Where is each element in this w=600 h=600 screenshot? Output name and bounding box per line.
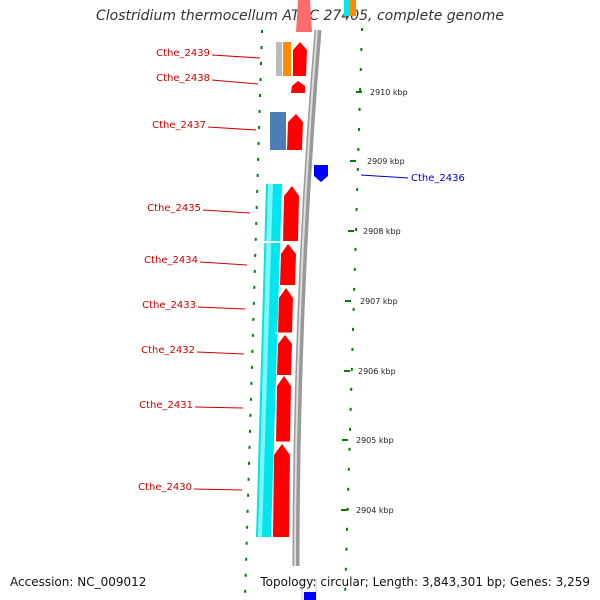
tick-label-2910: 2910 kbp	[370, 88, 408, 97]
cds-2430[interactable]	[273, 444, 290, 537]
gene-label-cthe-2431[interactable]: Cthe_2431	[139, 400, 193, 411]
cds-2437[interactable]	[287, 114, 303, 150]
tick-marks	[341, 91, 362, 511]
cds-2438[interactable]	[291, 81, 305, 93]
tick-label-2906: 2906 kbp	[358, 367, 396, 376]
gene-label-cthe-2435[interactable]: Cthe_2435	[147, 203, 201, 214]
cds-2433[interactable]	[278, 288, 293, 333]
tick-label-2904: 2904 kbp	[356, 506, 394, 515]
tick-label-2907: 2907 kbp	[360, 297, 398, 306]
cds-2431[interactable]	[276, 376, 291, 442]
orange-feature[interactable]	[283, 42, 291, 76]
gene-label-cthe-2433[interactable]: Cthe_2433	[142, 300, 196, 311]
partial-gene-top[interactable]	[296, 0, 312, 32]
cds-2436-reverse[interactable]	[314, 165, 328, 182]
gene-label-cthe-2436[interactable]: Cthe_2436	[411, 173, 465, 184]
gene-label-cthe-2434[interactable]: Cthe_2434	[144, 255, 198, 266]
gene-label-cthe-2439[interactable]: Cthe_2439	[156, 48, 210, 59]
gene-label-cthe-2437[interactable]: Cthe_2437	[152, 120, 206, 131]
partial-orf-top[interactable]	[344, 0, 350, 16]
grey-feature[interactable]	[276, 42, 282, 76]
backbone	[292, 29, 322, 567]
partial-gene-bottom[interactable]	[304, 592, 316, 600]
tick-label-2905: 2905 kbp	[356, 436, 394, 445]
gene-label-cthe-2432[interactable]: Cthe_2432	[141, 345, 195, 356]
cds-2434[interactable]	[280, 244, 296, 285]
tick-label-2908: 2908 kbp	[363, 227, 401, 236]
misc-feature-2437[interactable]	[270, 112, 286, 150]
gene-label-cthe-2430[interactable]: Cthe_2430	[138, 482, 192, 493]
tick-label-2909: 2909 kbp	[367, 157, 405, 166]
genome-summary-text: Topology: circular; Length: 3,843,301 bp…	[260, 575, 590, 589]
cds-2432[interactable]	[277, 335, 292, 375]
gene-label-cthe-2438[interactable]: Cthe_2438	[156, 73, 210, 84]
partial-misc-top[interactable]	[350, 0, 356, 16]
accession-text: Accession: NC_009012	[10, 575, 147, 589]
cds-2439[interactable]	[293, 42, 307, 76]
cds-2435[interactable]	[283, 186, 299, 241]
